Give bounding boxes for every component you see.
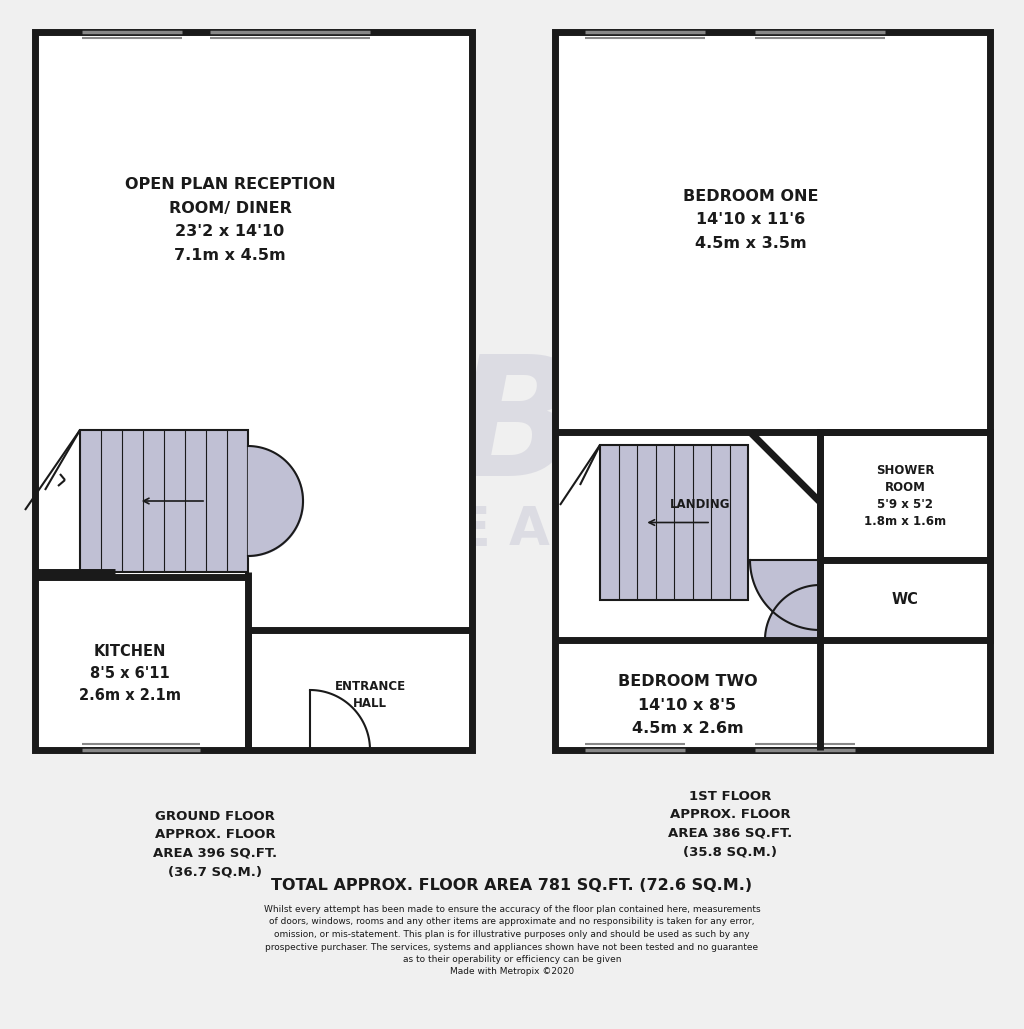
Polygon shape [765, 586, 820, 640]
Text: LANDING: LANDING [670, 498, 730, 511]
Text: 1ST FLOOR
APPROX. FLOOR
AREA 386 SQ.FT.
(35.8 SQ.M.): 1ST FLOOR APPROX. FLOOR AREA 386 SQ.FT. … [668, 790, 793, 858]
Text: OPEN PLAN RECEPTION
ROOM/ DINER
23'2 x 14'10
7.1m x 4.5m: OPEN PLAN RECEPTION ROOM/ DINER 23'2 x 1… [125, 177, 335, 262]
Bar [555, 32, 990, 750]
Bar [80, 430, 248, 572]
Polygon shape [750, 560, 820, 630]
Text: Whilst every attempt has been made to ensure the accuracy of the floor plan cont: Whilst every attempt has been made to en… [264, 904, 760, 977]
Text: WC: WC [892, 593, 919, 607]
Text: ENTRANCE
HALL: ENTRANCE HALL [335, 680, 406, 710]
Bar [820, 432, 990, 560]
Text: TOTAL APPROX. FLOOR AREA 781 SQ.FT. (72.6 SQ.M.): TOTAL APPROX. FLOOR AREA 781 SQ.FT. (72.… [271, 878, 753, 893]
Text: GROUND FLOOR
APPROX. FLOOR
AREA 396 SQ.FT.
(36.7 SQ.M.): GROUND FLOOR APPROX. FLOOR AREA 396 SQ.F… [153, 810, 278, 879]
Bar [600, 445, 748, 600]
Text: BEDROOM TWO
14'10 x 8'5
4.5m x 2.6m: BEDROOM TWO 14'10 x 8'5 4.5m x 2.6m [617, 674, 758, 736]
Text: ESTATE AGENTS: ESTATE AGENTS [276, 504, 748, 556]
Text: SHOWER
ROOM
5'9 x 5'2
1.8m x 1.6m: SHOWER ROOM 5'9 x 5'2 1.8m x 1.6m [864, 464, 946, 528]
Bar [820, 560, 990, 640]
Text: BEDROOM ONE
14'10 x 11'6
4.5m x 3.5m: BEDROOM ONE 14'10 x 11'6 4.5m x 3.5m [683, 189, 818, 251]
Bar [35, 32, 472, 750]
Text: KITCHEN
8'5 x 6'11
2.6m x 2.1m: KITCHEN 8'5 x 6'11 2.6m x 2.1m [79, 644, 181, 703]
Text: DBK: DBK [314, 349, 710, 511]
